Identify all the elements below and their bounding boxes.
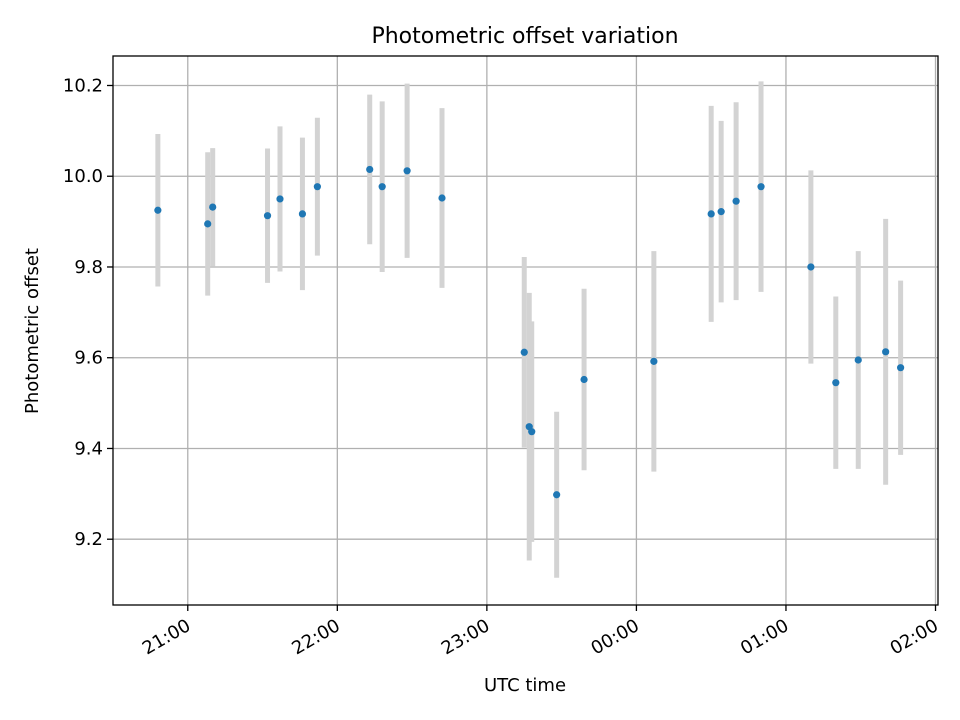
data-point: [438, 194, 446, 202]
data-point: [553, 491, 561, 499]
y-tick-label: 9.8: [74, 257, 103, 278]
plot-frame: [112, 55, 939, 606]
data-point: [154, 206, 162, 214]
data-point: [732, 197, 740, 205]
y-tick-label: 9.4: [74, 438, 103, 459]
y-tick-label: 10.0: [63, 166, 103, 187]
y-axis-ticks: 9.2 9.4 9.6 9.8 10.0 10.2: [63, 75, 113, 550]
data-point: [528, 428, 536, 436]
y-tick-label: 9.6: [74, 348, 103, 369]
data-points: [154, 165, 905, 499]
data-point: [717, 208, 725, 216]
data-point: [204, 220, 212, 228]
data-point: [757, 183, 765, 191]
data-point: [650, 357, 658, 365]
data-point: [897, 364, 905, 372]
data-point: [882, 348, 890, 356]
data-point: [707, 210, 715, 218]
data-point: [403, 167, 411, 175]
y-tick-label: 10.2: [63, 75, 103, 96]
y-tick-label: 9.2: [74, 529, 103, 550]
data-point: [807, 263, 815, 271]
data-point: [520, 348, 528, 356]
chart-title: Photometric offset variation: [371, 24, 678, 49]
data-point: [366, 165, 374, 174]
data-point: [298, 210, 307, 218]
data-point: [263, 212, 272, 220]
y-axis-label: Photometric offset: [22, 248, 43, 414]
data-point: [580, 375, 588, 384]
data-point: [209, 203, 217, 211]
data-point: [854, 356, 862, 364]
data-point: [276, 195, 284, 203]
data-point: [378, 183, 386, 191]
data-point: [313, 183, 321, 191]
x-axis-label: UTC time: [484, 675, 566, 696]
data-point: [832, 379, 840, 387]
